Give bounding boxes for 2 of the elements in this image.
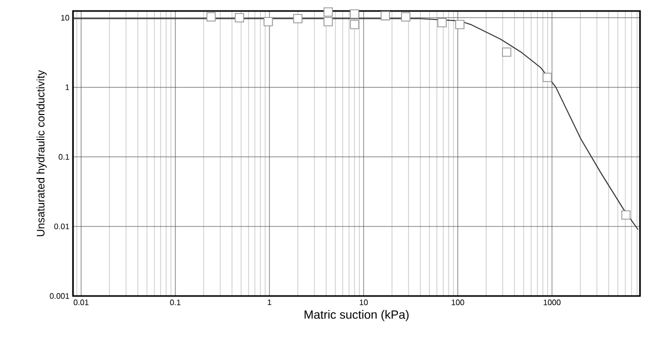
x-axis-title: Matric suction (kPa) (304, 310, 409, 322)
y-axis-title: Unsaturated hydraulic conductivity (36, 70, 47, 236)
